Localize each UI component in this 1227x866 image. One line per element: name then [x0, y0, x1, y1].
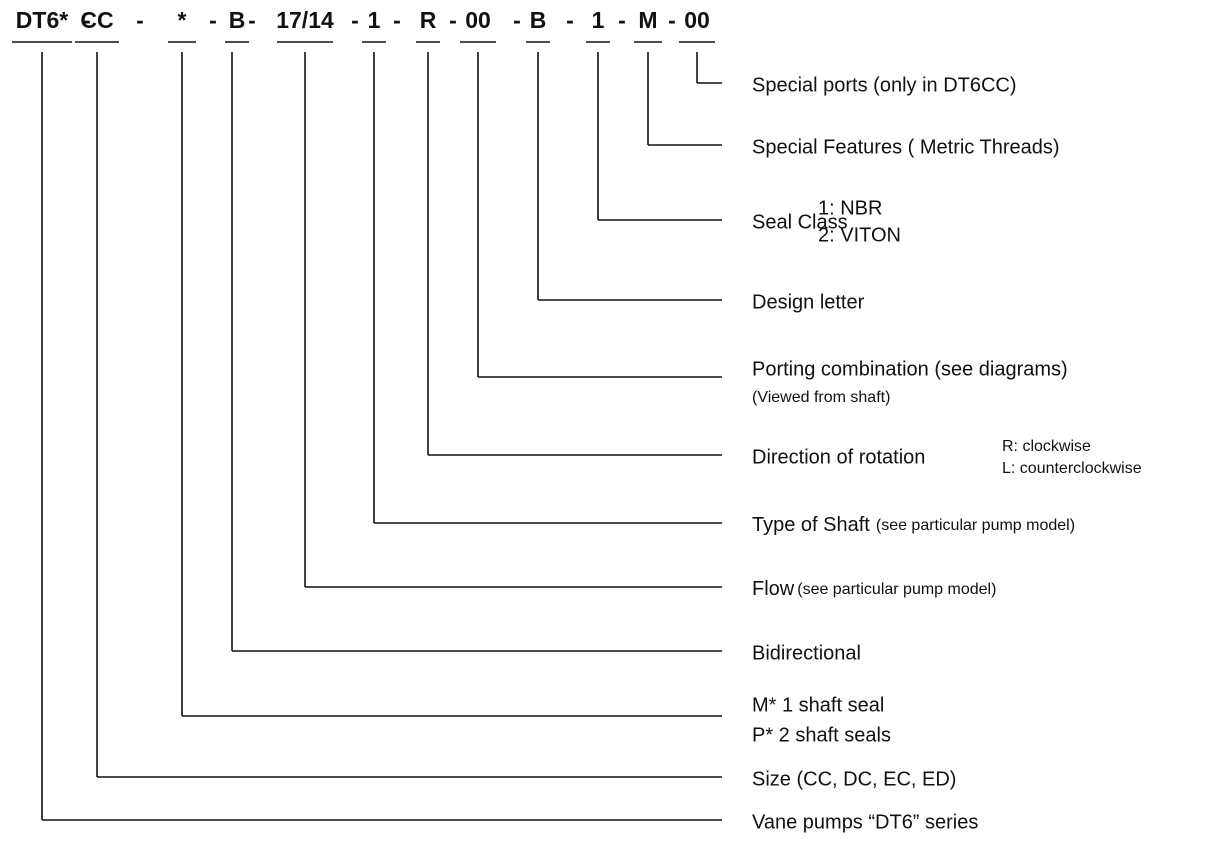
- field-line: P* 2 shaft seals: [752, 724, 891, 746]
- code-separator: -: [449, 7, 457, 33]
- field-note: (see particular pump model): [876, 517, 1075, 534]
- code-segment: 00: [684, 7, 710, 33]
- field-label: Size (CC, DC, EC, ED): [752, 768, 956, 790]
- field-label-text: Flow: [752, 578, 795, 600]
- code-separator: -: [566, 7, 574, 33]
- field-label: Bidirectional: [752, 642, 861, 664]
- code-segment: 00: [465, 7, 491, 33]
- code-separator: -: [513, 7, 521, 33]
- field-label: Vane pumps “DT6” series: [752, 811, 978, 833]
- field-label: Flow (see particular pump model): [752, 578, 996, 600]
- field-note: (Viewed from shaft): [752, 389, 890, 406]
- field-label: Design letter: [752, 291, 865, 313]
- code-separator: -: [136, 7, 144, 33]
- field-label: Direction of rotation: [752, 446, 925, 468]
- field-label: Porting combination (see diagrams): [752, 358, 1068, 380]
- code-segment: CC: [80, 7, 113, 33]
- code-separator: -: [668, 7, 676, 33]
- code-separator: -: [248, 7, 256, 33]
- code-separator: -: [351, 7, 359, 33]
- code-segment: 1: [368, 7, 381, 33]
- field-option: L: counterclockwise: [1002, 460, 1142, 477]
- field-option: R: clockwise: [1002, 438, 1091, 455]
- code-segment: 17/14: [276, 7, 334, 33]
- code-separator: -: [618, 7, 626, 33]
- code-separator: -: [209, 7, 217, 33]
- field-line: M* 1 shaft seal: [752, 694, 884, 716]
- field-label: Special Features ( Metric Threads): [752, 136, 1060, 158]
- code-segment: DT6*: [16, 7, 68, 33]
- code-separator: -: [83, 7, 91, 33]
- field-label-text: Type of Shaft: [752, 514, 870, 536]
- field-note: (see particular pump model): [797, 581, 996, 598]
- code-segment: M: [638, 7, 657, 33]
- code-segment: *: [178, 7, 187, 33]
- field-option: 1: NBR: [818, 197, 882, 219]
- field-label: Type of Shaft (see particular pump model): [752, 514, 1075, 536]
- code-segment: 1: [592, 7, 605, 33]
- field-option: 2: VITON: [818, 224, 901, 246]
- code-segment: B: [530, 7, 547, 33]
- field-label: Seal Class: [752, 211, 848, 233]
- code-separator: -: [393, 7, 401, 33]
- code-segment: R: [420, 7, 437, 33]
- code-segment: B: [229, 7, 246, 33]
- field-label: Special ports (only in DT6CC): [752, 74, 1017, 96]
